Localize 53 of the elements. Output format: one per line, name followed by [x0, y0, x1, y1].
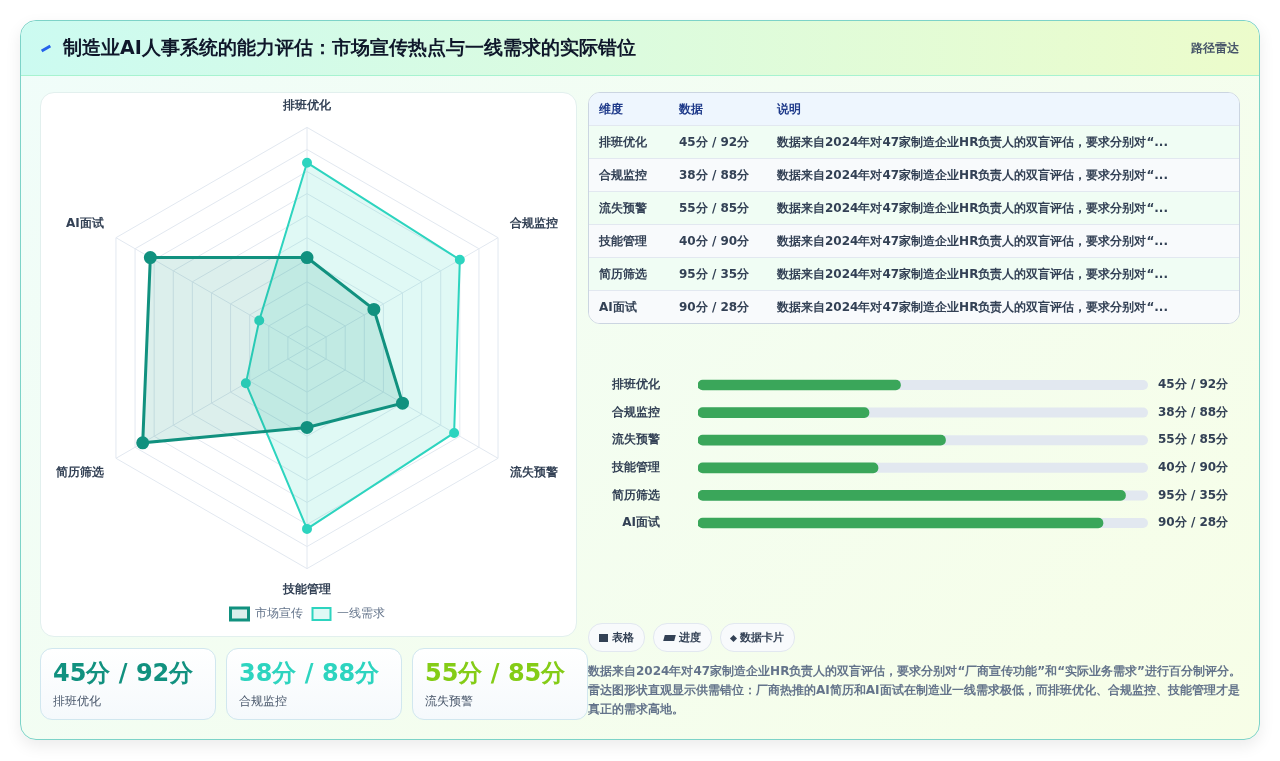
- spoke-label: 流失预警: [509, 464, 559, 479]
- y-tick-label: 排班优化: [611, 377, 661, 392]
- text: 简历筛选: [598, 265, 648, 283]
- text: 40分 / 90分: [679, 232, 751, 250]
- data-label: 38分 / 88分: [1158, 404, 1230, 419]
- text: 排班优化: [598, 133, 648, 151]
- text: 90分 / 28分: [679, 298, 751, 316]
- text: 数据来自2024年对47家制造企业HR负责人的双盲评估，要求分别对“...: [777, 232, 1169, 250]
- text: 数据卡片: [740, 631, 784, 644]
- text: 合规监控: [598, 166, 648, 184]
- text: 进度: [679, 631, 701, 644]
- text: 95分 / 35分: [679, 265, 751, 283]
- text: 说明: [777, 100, 802, 118]
- spoke-label: 排班优化: [282, 98, 332, 113]
- text: 表格: [612, 631, 634, 644]
- y-tick-label: 合规监控: [611, 404, 660, 419]
- legend-label: 一线需求: [336, 606, 385, 621]
- y-tick-label: AI面试: [622, 515, 660, 530]
- y-tick-label: 技能管理: [611, 459, 660, 474]
- data-label: 55分 / 85分: [1158, 432, 1230, 447]
- text: 流失预警: [598, 199, 648, 217]
- text: 38分 / 88分: [679, 166, 751, 184]
- text: 技能管理: [598, 232, 648, 250]
- text: 数据来自2024年对47家制造企业HR负责人的双盲评估，要求分别对“...: [777, 265, 1169, 283]
- text: AI面试: [598, 298, 638, 316]
- spoke-label: 合规监控: [509, 215, 559, 230]
- text: 55分 / 85分: [425, 658, 567, 689]
- text: 数据: [679, 100, 704, 118]
- text: 数据来自2024年对47家制造企业HR负责人的双盲评估，要求分别对“...: [777, 133, 1169, 151]
- text: 数据来自2024年对47家制造企业HR负责人的双盲评估，要求分别对“厂商宣传功能”和“实际业务需求”进行百分制评分。雷达图形状直观显示供需错位：厂商热推的AI简历和AI面试在制造业一线需求极低，而排班优化、合规监控、技能管理才是真正的需求高地。: [588, 663, 1242, 718]
- text: 流失预警: [425, 693, 474, 710]
- spoke-label: AI面试: [66, 215, 104, 230]
- text: 45分 / 92分: [53, 658, 195, 689]
- text: 45分 / 92分: [679, 133, 751, 151]
- data-label: 45分 / 92分: [1158, 377, 1230, 392]
- text: 制造业AI人事系统的能力评估：市场宣传热点与一线需求的实际错位: [63, 35, 636, 60]
- spoke-label: 技能管理: [282, 581, 331, 596]
- text: 数据来自2024年对47家制造企业HR负责人的双盲评估，要求分别对“...: [777, 199, 1169, 217]
- text: 数据来自2024年对47家制造企业HR负责人的双盲评估，要求分别对“...: [777, 166, 1169, 184]
- text: 路径雷达: [1191, 39, 1239, 57]
- data-label: 40分 / 90分: [1158, 459, 1230, 474]
- text: 38分 / 88分: [239, 658, 381, 689]
- text: 排班优化: [53, 693, 102, 710]
- data-label: 95分 / 35分: [1158, 487, 1230, 502]
- data-label: 90分 / 28分: [1158, 515, 1230, 530]
- y-tick-label: 简历筛选: [611, 487, 660, 502]
- text: 合规监控: [239, 693, 288, 710]
- text: 55分 / 85分: [679, 199, 751, 217]
- text: 数据来自2024年对47家制造企业HR负责人的双盲评估，要求分别对“...: [777, 298, 1169, 316]
- legend-label: 市场宣传: [254, 606, 303, 621]
- text: 维度: [598, 100, 624, 118]
- spoke-label: 简历筛选: [54, 464, 104, 479]
- y-tick-label: 流失预警: [611, 432, 660, 447]
